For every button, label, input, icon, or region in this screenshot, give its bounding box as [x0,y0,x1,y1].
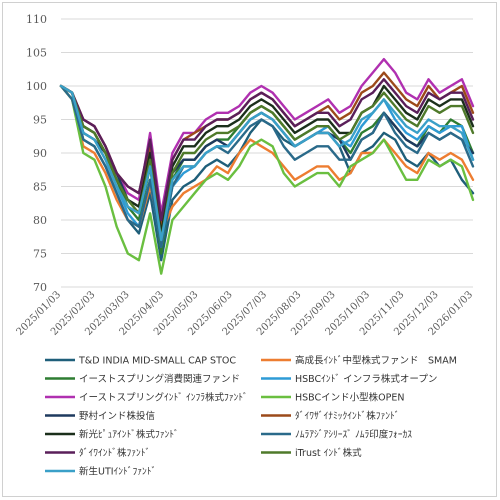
legend-label: 高成長ｲﾝﾄﾞ中型株式ファンド SMAM [295,355,457,367]
series-lines [59,58,475,275]
legend-label: ﾀﾞｲﾜｲﾝﾄﾞ株ﾌｧﾝﾄﾞ [79,447,150,459]
y-tick-label: 70 [33,281,47,294]
series-line-0 [59,84,475,262]
y-tick-label: 100 [26,80,47,93]
legend-label: 野村インド株投信 [79,410,155,422]
y-tick-label: 95 [33,114,47,127]
gridlines [61,18,473,288]
series-line-11 [59,84,475,242]
legend-label: T&D INDIA MID-SMALL CAP STOC [78,356,236,367]
y-tick-label: 85 [33,181,47,194]
legend-label: 新光ﾋﾟｭｱｲﾝﾄﾞ株式ﾌｧﾝﾄﾞ [79,429,179,441]
legend-label: イーストスプリングｲﾝﾄﾞ ｲﾝﾌﾗ株式ﾌｧﾝﾄﾞ [79,392,248,404]
series-line-12 [59,84,475,242]
series-line-10 [59,78,475,222]
y-axis: 70 75 80 85 90 95 100 105 110 [26,13,47,294]
x-axis: 2025/01/032025/02/032025/03/032025/04/03… [15,289,476,338]
y-tick-label: 75 [33,248,47,261]
legend: T&D INDIA MID-SMALL CAP STOC 高成長ｲﾝﾄﾞ中型株式フ… [45,355,457,478]
y-tick-label: 110 [26,13,47,26]
y-tick-label: 80 [33,214,47,227]
legend-label: ﾉﾑﾗｱｼﾞｱｼﾘｰｽﾞ ﾉﾑﾗ印度ﾌｫｰｶｽ [295,429,412,441]
legend-label: 新生UTIｲﾝﾄﾞﾌｧﾝﾄﾞ [79,466,156,478]
legend-label: HSBCインド小型株OPEN [295,392,404,404]
y-tick-label: 105 [26,47,47,60]
series-line-4 [59,58,475,215]
y-tick-label: 90 [33,147,47,160]
legend-label: HSBCｲﾝﾄﾞ インフラ株式オープン [295,373,437,385]
legend-label: イーストスプリング消費関連ファンド [79,373,240,385]
legend-label: iTrust ｲﾝﾄﾞ株式 [295,447,362,459]
series-line-5 [59,84,475,275]
legend-label: ﾀﾞｲﾜｻﾞｲﾅﾐｯｸｲﾝﾄﾞ株ﾌｧﾝﾄﾞ [295,410,400,422]
line-chart: 70 75 80 85 90 95 100 105 110 2025/01/032025/02/… [15,13,476,478]
series-line-9 [59,84,475,249]
